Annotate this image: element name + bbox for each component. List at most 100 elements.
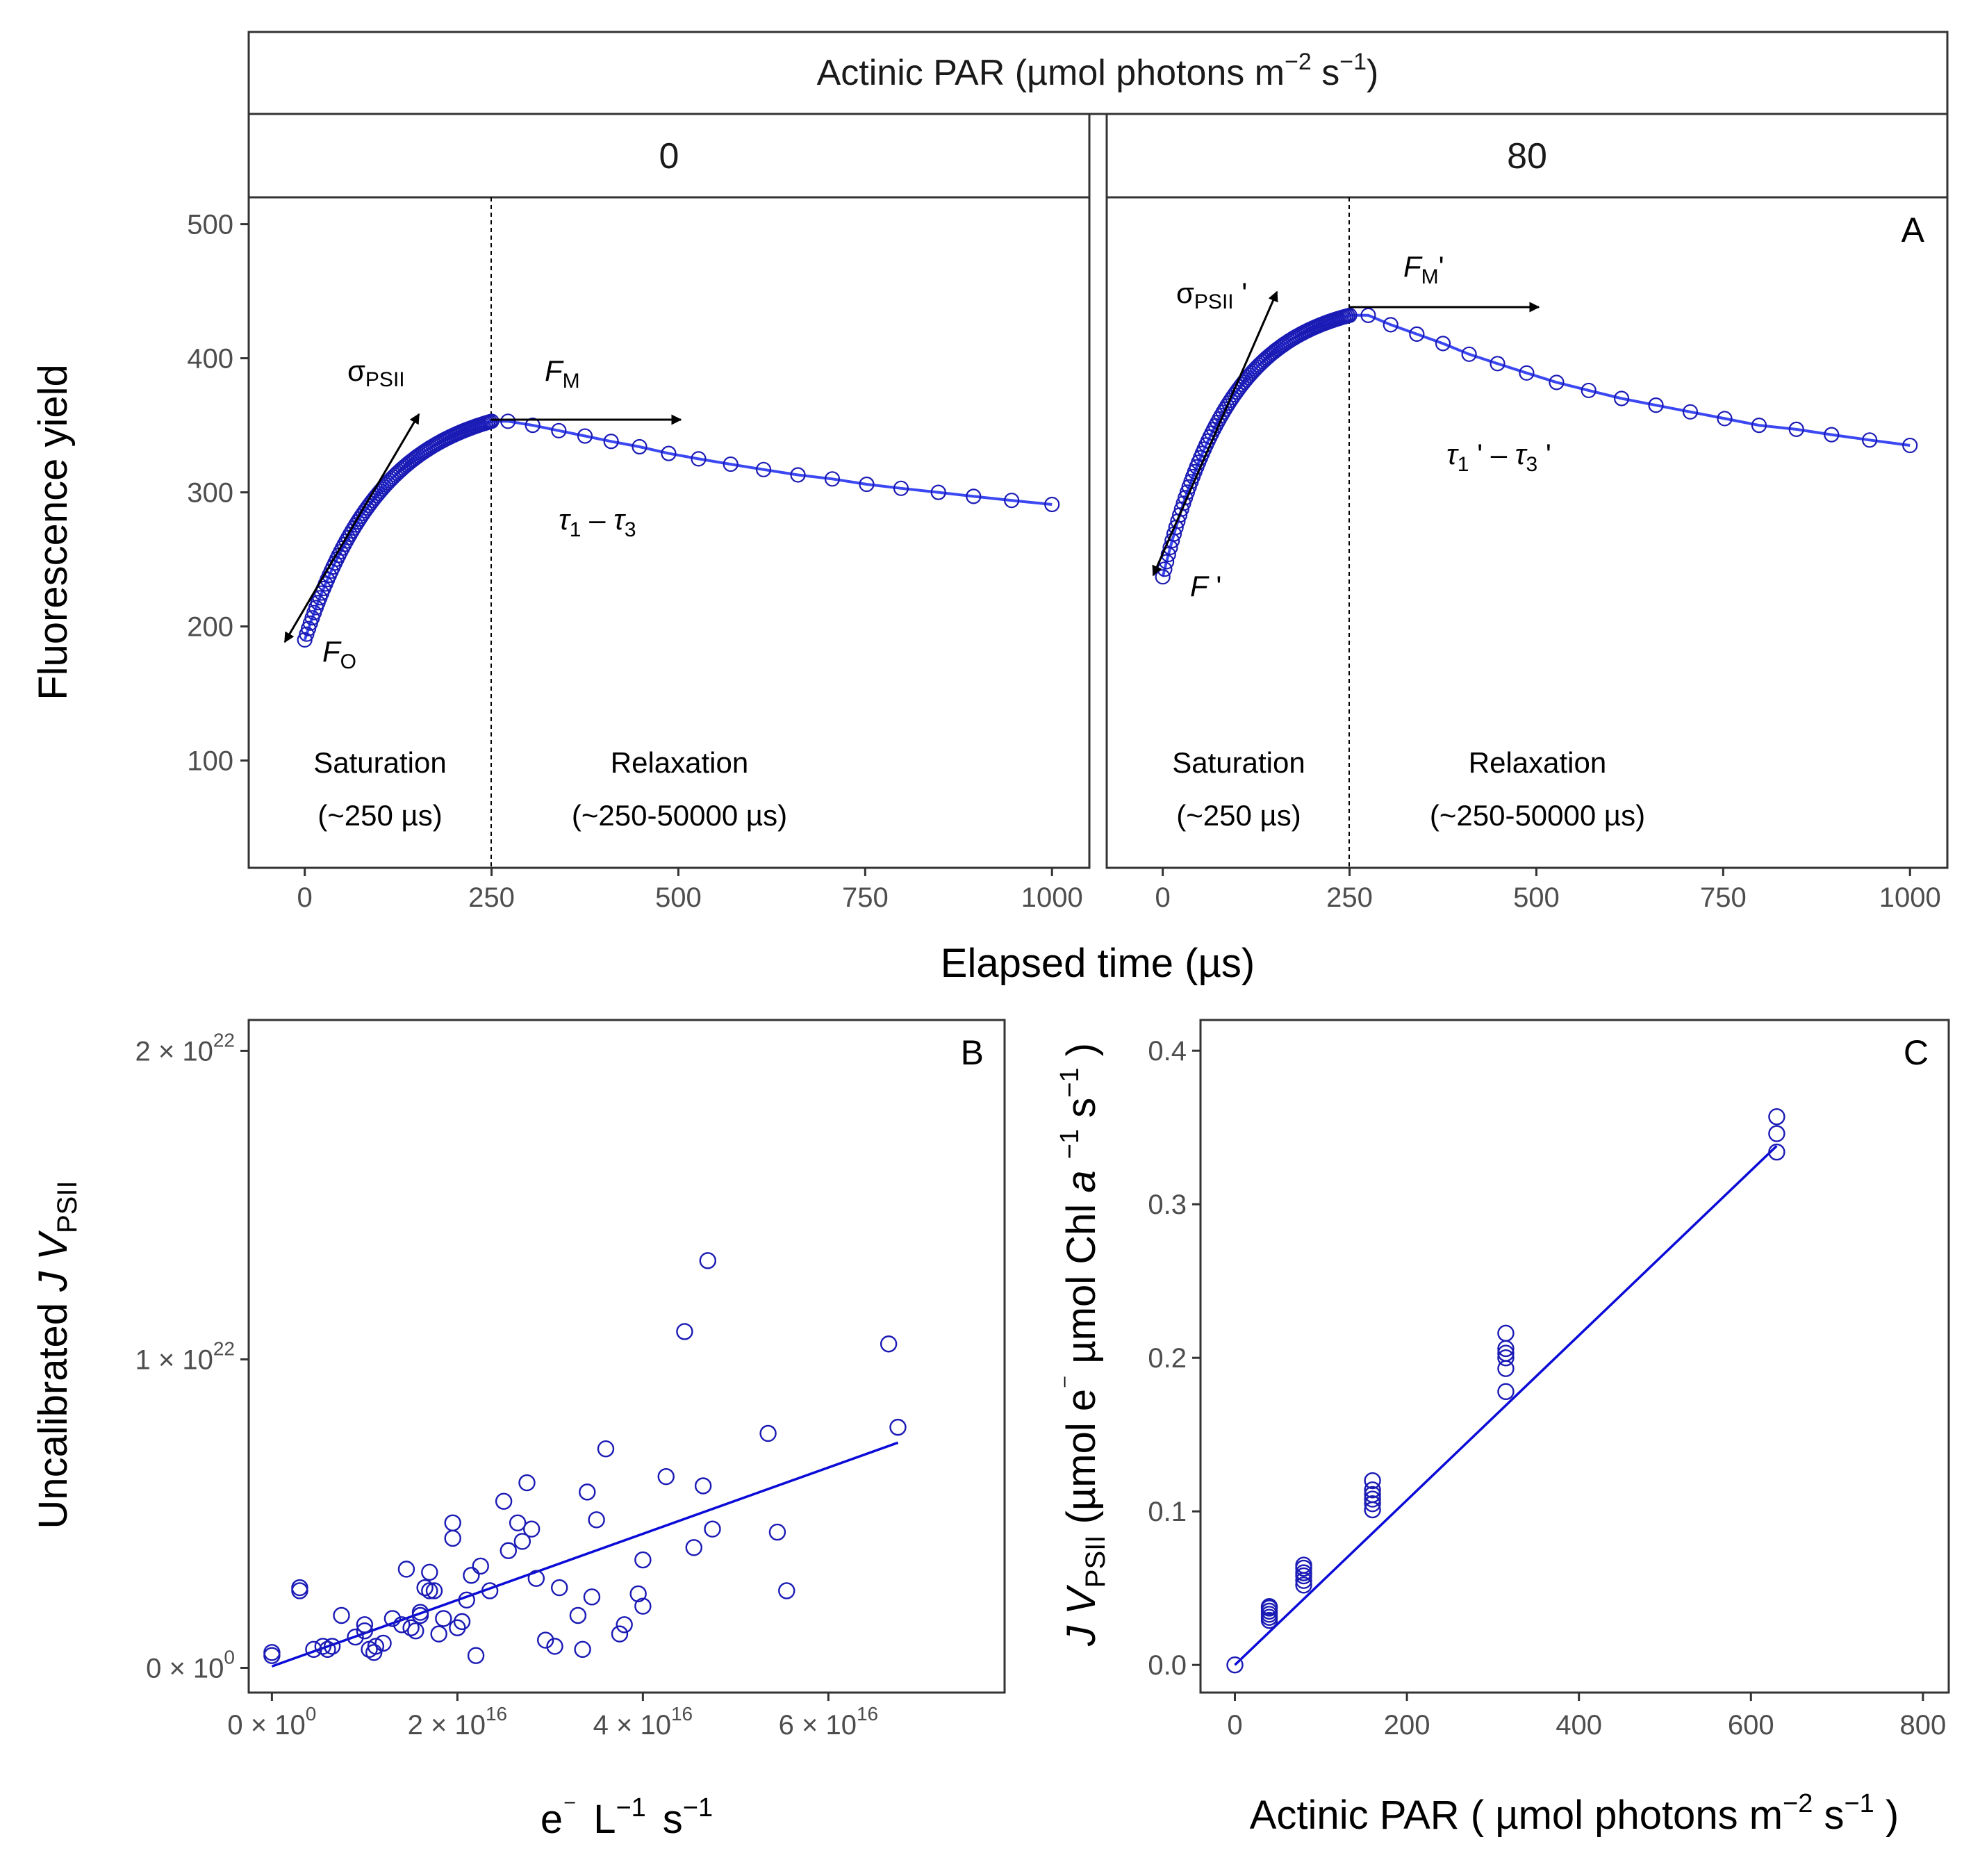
x-tick-label: 4 × 1016 bbox=[593, 1703, 693, 1741]
data-point bbox=[629, 1585, 647, 1603]
data-point bbox=[634, 1597, 652, 1615]
y-tick-label: 300 bbox=[187, 478, 233, 509]
facet-header-strip bbox=[247, 31, 1949, 115]
data-point bbox=[1364, 1495, 1381, 1513]
data-point bbox=[458, 1591, 475, 1608]
x-tick-label: 500 bbox=[655, 882, 702, 913]
data-point bbox=[453, 1613, 471, 1631]
data-point bbox=[1260, 1598, 1278, 1615]
data-point bbox=[1295, 1556, 1312, 1574]
data-point bbox=[577, 428, 593, 444]
x-tick-label: 750 bbox=[1700, 882, 1747, 913]
data-point bbox=[500, 413, 516, 429]
data-point bbox=[1902, 437, 1918, 454]
data-point bbox=[1383, 317, 1399, 333]
x-tick-label: 250 bbox=[1326, 882, 1373, 913]
data-point bbox=[416, 1579, 434, 1597]
y-tick-label: 400 bbox=[187, 344, 233, 375]
data-point bbox=[467, 1647, 485, 1664]
data-point bbox=[421, 1563, 438, 1581]
fit-line bbox=[271, 1441, 899, 1668]
data-point bbox=[1295, 1564, 1312, 1581]
data-point bbox=[824, 471, 841, 487]
data-point bbox=[1435, 336, 1451, 352]
y-tick-label: 500 bbox=[187, 210, 233, 240]
data-point bbox=[1295, 1577, 1312, 1594]
data-point bbox=[484, 413, 500, 429]
data-point bbox=[367, 1638, 385, 1655]
x-tick-label: 1000 bbox=[1021, 882, 1083, 913]
data-point bbox=[1768, 1143, 1785, 1161]
relaxation-time-0: (~250-50000 µs) bbox=[572, 799, 787, 832]
data-point bbox=[305, 1640, 322, 1659]
data-point bbox=[603, 434, 619, 450]
y-tick-label: 200 bbox=[187, 612, 233, 643]
data-point bbox=[880, 1335, 898, 1353]
data-point bbox=[1497, 1349, 1515, 1367]
tau-label-80: τ1 ' – τ3 ' bbox=[1446, 438, 1551, 476]
data-point bbox=[597, 1440, 615, 1458]
data-point bbox=[893, 480, 909, 496]
saturation-label-0: Saturation bbox=[313, 746, 446, 779]
data-point bbox=[1768, 1108, 1785, 1126]
facet-strip-0 bbox=[247, 113, 1091, 199]
data-point bbox=[347, 1628, 364, 1646]
data-point bbox=[583, 1588, 601, 1606]
panel-b-marks bbox=[263, 1252, 907, 1668]
x-tick-label: 1000 bbox=[1879, 882, 1941, 913]
data-point bbox=[1581, 382, 1597, 399]
data-point bbox=[759, 1424, 777, 1442]
x-tick-label: 200 bbox=[1384, 1710, 1430, 1741]
data-point bbox=[525, 417, 541, 434]
data-point bbox=[314, 1638, 331, 1655]
relaxation-label-80: Relaxation bbox=[1469, 746, 1606, 779]
fit-line bbox=[1234, 1144, 1778, 1666]
data-point bbox=[691, 451, 707, 467]
y-tick-label: 100 bbox=[187, 746, 233, 777]
data-point bbox=[393, 1616, 411, 1634]
data-point bbox=[546, 1638, 563, 1655]
data-point bbox=[859, 476, 875, 493]
y-tick-label: 2 × 1022 bbox=[135, 1029, 235, 1067]
facet-strip-label-0: 0 bbox=[659, 136, 679, 176]
data-point bbox=[421, 1582, 438, 1599]
relaxation-label-0: Relaxation bbox=[611, 746, 748, 779]
data-point bbox=[1768, 1125, 1785, 1142]
data-point bbox=[588, 1511, 605, 1529]
data-point bbox=[699, 1252, 717, 1269]
panel-a-xlabel: Elapsed time (µs) bbox=[941, 941, 1255, 986]
data-point bbox=[407, 1622, 424, 1640]
x-tick-label: 600 bbox=[1728, 1710, 1774, 1741]
panel-letter-b: B bbox=[961, 1033, 984, 1072]
sigma-arrow-0 bbox=[283, 413, 420, 643]
plot-area-b bbox=[247, 1019, 1006, 1694]
fo-label-0: FO bbox=[322, 635, 356, 673]
data-point bbox=[657, 1467, 675, 1486]
data-point bbox=[1342, 307, 1358, 323]
panel-letter-a: A bbox=[1901, 211, 1925, 249]
data-point bbox=[930, 484, 946, 500]
sigma-label-80: σPSII ' bbox=[1176, 277, 1247, 313]
data-point bbox=[1497, 1324, 1515, 1342]
x-tick-label: 500 bbox=[1513, 882, 1560, 913]
relaxation-time-80: (~250-50000 µs) bbox=[1430, 799, 1645, 832]
data-point bbox=[611, 1625, 629, 1643]
panel-b-ylabel: Uncalibrated J VPSII bbox=[31, 1180, 83, 1529]
data-point bbox=[755, 461, 772, 477]
data-point bbox=[291, 1579, 308, 1597]
data-point bbox=[778, 1582, 795, 1599]
panel-c-marks bbox=[1226, 1108, 1785, 1674]
data-point bbox=[319, 1640, 336, 1659]
data-point bbox=[1409, 326, 1425, 342]
data-point bbox=[411, 1604, 429, 1621]
y-tick-label: 0.2 bbox=[1148, 1343, 1187, 1374]
data-point bbox=[444, 1514, 461, 1531]
x-tick-label: 0 bbox=[297, 882, 313, 913]
data-point bbox=[569, 1606, 587, 1624]
f-label-80: F ' bbox=[1190, 570, 1221, 602]
data-point bbox=[1549, 375, 1565, 390]
data-point bbox=[463, 1567, 480, 1584]
data-point bbox=[616, 1616, 633, 1634]
data-point bbox=[579, 1483, 596, 1501]
data-point bbox=[397, 1561, 415, 1578]
